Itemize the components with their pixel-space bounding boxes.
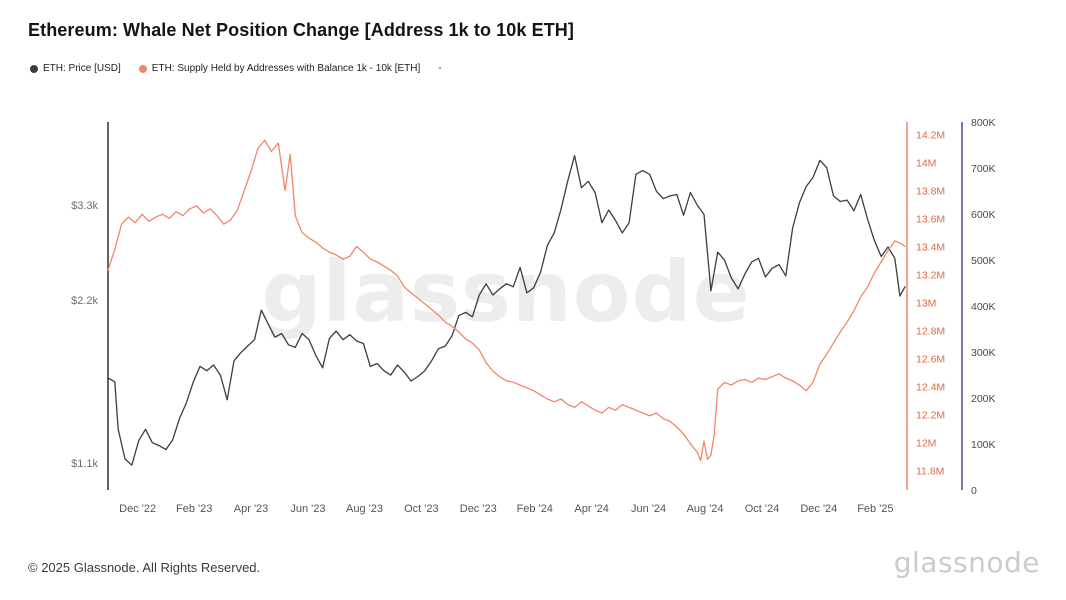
x-axis-label: Feb '24: [517, 503, 553, 515]
netpos-axis-label: 800K: [971, 117, 996, 129]
supply-axis-label: 12.4M: [916, 381, 945, 393]
legend-dot-icon: [30, 64, 38, 73]
supply-axis-label: 13.2M: [916, 270, 945, 282]
x-axis-label: Apr '24: [574, 503, 609, 515]
x-axis-label: Oct '24: [745, 503, 780, 515]
x-axis-label: Apr '23: [234, 503, 269, 515]
series-line-price: [107, 155, 906, 466]
supply-axis-label: 12M: [916, 437, 936, 449]
netpos-axis-label: 0: [971, 485, 977, 497]
x-axis-label: Jun '23: [290, 503, 325, 515]
supply-axis-label: 12.2M: [916, 409, 945, 421]
x-axis-label: Dec '23: [460, 503, 497, 515]
supply-axis-label: 12.6M: [916, 353, 945, 365]
netpos-axis-label: 200K: [971, 393, 996, 405]
x-axis-label: Dec '24: [800, 503, 837, 515]
x-axis-label: Aug '23: [346, 503, 383, 515]
footer-copyright: © 2025 Glassnode. All Rights Reserved.: [28, 560, 261, 575]
series-line-supply: [107, 139, 906, 462]
netpos-axis-label: 100K: [971, 439, 996, 451]
supply-axis-label: 12.8M: [916, 325, 945, 337]
legend: ETH: Price [USD] ETH: Supply Held by Addr…: [30, 63, 442, 74]
footer-brand-logo: glassnode: [893, 546, 1040, 579]
legend-item-2[interactable]: -: [438, 63, 441, 74]
supply-axis-label: 11.8M: [916, 465, 944, 477]
page-title: Ethereum: Whale Net Position Change [Add…: [28, 20, 574, 40]
price-axis-label: $3.3k: [71, 200, 98, 212]
netpos-axis-label: 700K: [971, 163, 996, 175]
x-axis-label: Oct '23: [404, 503, 439, 515]
x-axis-label: Aug '24: [687, 503, 724, 515]
supply-axis-label: 14M: [916, 158, 936, 170]
price-axis-label: $2.2k: [71, 295, 98, 307]
supply-axis-label: 13.6M: [916, 214, 945, 226]
x-axis-label: Jun '24: [631, 503, 666, 515]
plot-area[interactable]: [108, 122, 905, 490]
legend-dot-icon: [138, 64, 147, 73]
netpos-axis-label: 400K: [971, 301, 996, 313]
x-axis-label: Feb '23: [176, 503, 212, 515]
x-axis-label: Dec '22: [119, 503, 156, 515]
netpos-axis-label: 300K: [971, 347, 996, 359]
legend-item-1[interactable]: ETH: Supply Held by Addresses with Balan…: [138, 63, 421, 74]
supply-axis-label: 13.8M: [916, 186, 945, 198]
x-axis-label: Feb '25: [857, 503, 893, 515]
legend-label: -: [438, 63, 442, 74]
legend-label: ETH: Price [USD]: [43, 63, 121, 74]
legend-label: ETH: Supply Held by Addresses with Balan…: [151, 63, 421, 74]
netpos-axis-label: 600K: [971, 209, 996, 221]
legend-item-0[interactable]: ETH: Price [USD]: [30, 63, 121, 74]
supply-axis-label: 13.4M: [916, 242, 945, 254]
netpos-axis-label: 500K: [971, 255, 996, 267]
supply-axis-label: 13M: [916, 298, 936, 310]
supply-axis-label: 14.2M: [916, 130, 945, 142]
price-axis-label: $1.1k: [71, 458, 98, 470]
